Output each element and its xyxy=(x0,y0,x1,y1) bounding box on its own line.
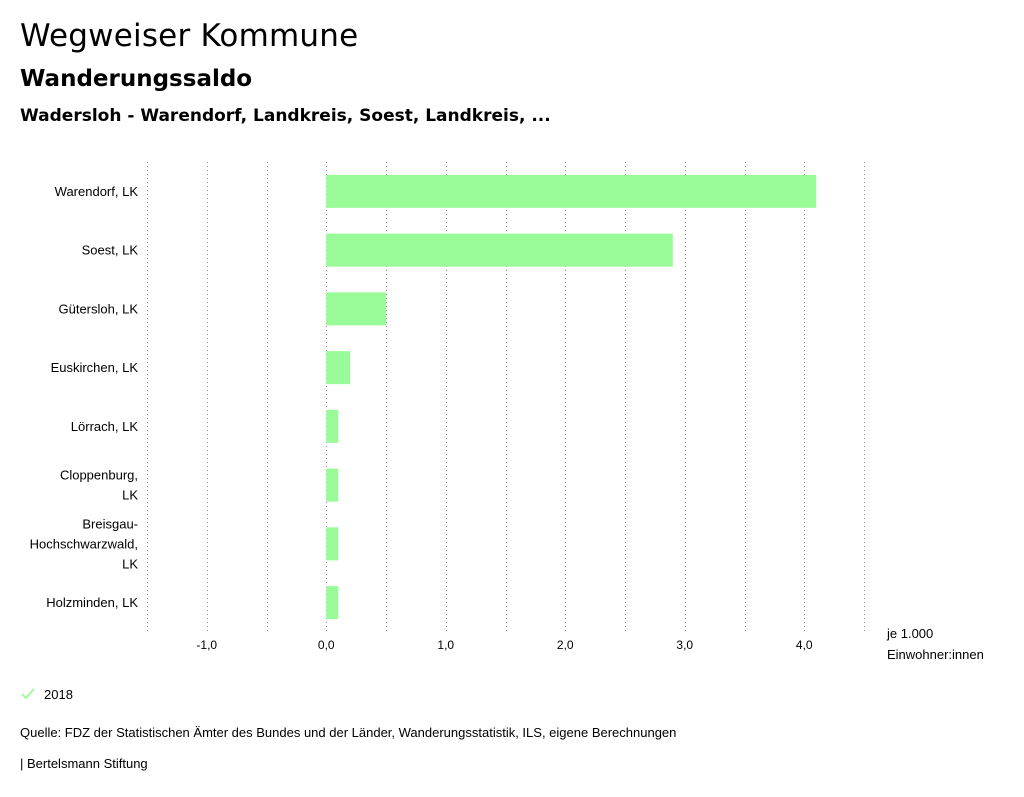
bar-7 xyxy=(326,527,339,561)
publisher-note: | Bertelsmann Stiftung xyxy=(20,756,148,771)
region-selection-label: Wadersloh - Warendorf, Landkreis, Soest,… xyxy=(20,106,551,126)
page-title: Wegweiser Kommune xyxy=(20,18,359,54)
x-tick-label-4: 2,0 xyxy=(557,638,574,652)
category-label-2: Soest, LK xyxy=(82,243,139,258)
legend-label-2018: 2018 xyxy=(44,686,73,702)
bar-6 xyxy=(326,468,339,502)
category-label-4: Euskirchen, LK xyxy=(51,360,139,375)
x-tick-label-6: 4,0 xyxy=(796,638,813,652)
bar-8 xyxy=(326,586,339,620)
category-label-3: Gütersloh, LK xyxy=(59,301,139,316)
x-tick-label-3: 1,0 xyxy=(437,638,454,652)
bar-chart: Warendorf, LK Soest, LK Gütersloh, LK Euski… xyxy=(30,162,984,662)
source-note: Quelle: FDZ der Statistischen Ämter des … xyxy=(20,725,677,740)
category-label-6: Cloppenburg, LK xyxy=(60,468,138,503)
category-label-5: Lörrach, LK xyxy=(71,419,139,434)
bar-5 xyxy=(326,409,339,443)
bar-2 xyxy=(326,233,673,267)
category-label-1: Warendorf, LK xyxy=(55,184,139,199)
x-tick-label-5: 3,0 xyxy=(676,638,693,652)
chart-subtitle: Wanderungssaldo xyxy=(20,66,253,92)
bar-4 xyxy=(326,351,351,385)
legend[interactable]: 2018 xyxy=(20,686,73,702)
bar-1 xyxy=(326,174,817,208)
category-label-8: Holzminden, LK xyxy=(46,595,138,610)
check-icon xyxy=(21,688,35,700)
category-label-7: Breisgau-Hochschwarzwald, LK xyxy=(30,516,139,571)
x-tick-label-1: -1,0 xyxy=(196,638,217,652)
axis-unit-label: je 1.000 Einwohner:innen xyxy=(886,626,984,662)
bar-3 xyxy=(326,292,386,326)
x-tick-label-2: 0,0 xyxy=(318,638,335,652)
